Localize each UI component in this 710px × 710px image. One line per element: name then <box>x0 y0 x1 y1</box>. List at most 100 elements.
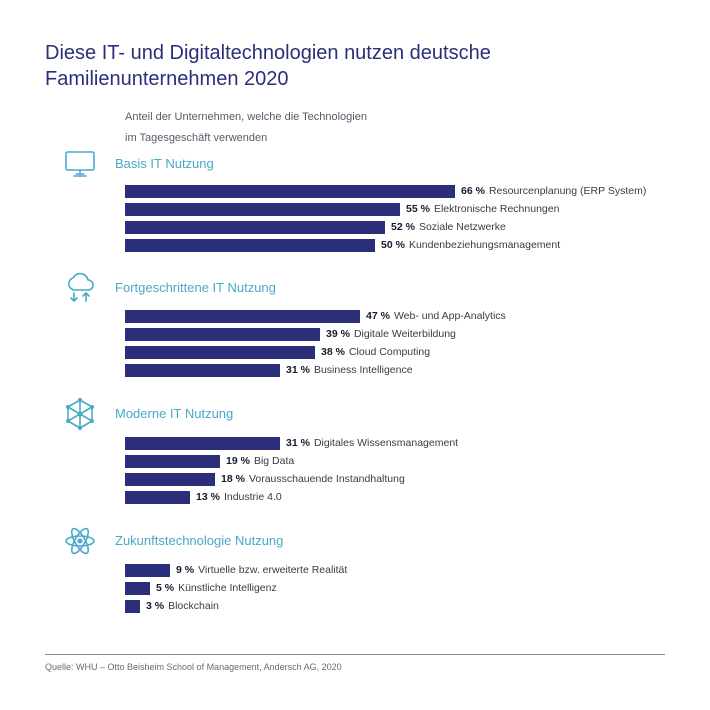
atom-icon <box>45 523 115 559</box>
group-header: Moderne IT Nutzung <box>45 396 665 432</box>
bar-row: 19 % Big Data <box>125 454 665 469</box>
bar-text: Digitale Weiterbildung <box>354 328 456 340</box>
bar-text: Business Intelligence <box>314 364 413 376</box>
bar <box>125 185 455 198</box>
group-header: Zukunftstechnologie Nutzung <box>45 523 665 559</box>
bar-percent: 19 % <box>226 455 250 467</box>
bar-row: 55 % Elektronische Rechnungen <box>125 202 665 217</box>
bar <box>125 310 360 323</box>
bar-label: 39 % Digitale Weiterbildung <box>326 328 456 340</box>
bar-row: 66 % Resourcenplanung (ERP System) <box>125 184 665 199</box>
bar-percent: 66 % <box>461 185 485 197</box>
bar <box>125 600 140 613</box>
bar-text: Big Data <box>254 455 294 467</box>
bar <box>125 564 170 577</box>
bar-label: 47 % Web- und App-Analytics <box>366 310 506 322</box>
bar-percent: 3 % <box>146 600 164 612</box>
bar-percent: 31 % <box>286 437 310 449</box>
bar-list: 31 % Digitales Wissensmanagement 19 % Big D… <box>125 436 665 505</box>
bar-chart: Basis IT Nutzung 66 % Resourcenplanung (ER… <box>45 148 665 614</box>
bar-percent: 50 % <box>381 239 405 251</box>
bar-text: Blockchain <box>168 600 219 612</box>
bar-text: Soziale Netzwerke <box>419 221 506 233</box>
bar-row: 18 % Vorausschauende Instandhaltung <box>125 472 665 487</box>
network-icon <box>45 396 115 432</box>
bar-percent: 31 % <box>286 364 310 376</box>
bar <box>125 346 315 359</box>
bar-row: 47 % Web- und App-Analytics <box>125 309 665 324</box>
bar-text: Cloud Computing <box>349 346 430 358</box>
bar-label: 38 % Cloud Computing <box>321 346 430 358</box>
chart-subtitle-line1: Anteil der Unternehmen, welche die Techn… <box>125 110 665 125</box>
bar <box>125 582 150 595</box>
bar-text: Industrie 4.0 <box>224 491 282 503</box>
bar <box>125 473 215 486</box>
group-header: Basis IT Nutzung <box>45 148 665 180</box>
bar <box>125 239 375 252</box>
source-text: Quelle: WHU – Otto Beisheim School of Ma… <box>45 662 342 672</box>
bar-label: 3 % Blockchain <box>146 600 219 612</box>
group-title: Moderne IT Nutzung <box>115 406 233 421</box>
bar-text: Virtuelle bzw. erweiterte Realität <box>198 564 347 576</box>
chart-title: Diese IT- und Digitaltechnologien nutzen… <box>45 40 665 92</box>
chart-group: Moderne IT Nutzung 31 % Digitales Wissensm… <box>45 396 665 505</box>
bar-row: 31 % Digitales Wissensmanagement <box>125 436 665 451</box>
chart-group: Basis IT Nutzung 66 % Resourcenplanung (ER… <box>45 148 665 253</box>
bar-row: 50 % Kundenbeziehungsmanagement <box>125 238 665 253</box>
chart-subtitle-line2: im Tagesgeschäft verwenden <box>125 131 665 146</box>
bar-label: 55 % Elektronische Rechnungen <box>406 203 559 215</box>
bar <box>125 364 280 377</box>
group-title: Basis IT Nutzung <box>115 156 214 171</box>
bar-label: 52 % Soziale Netzwerke <box>391 221 506 233</box>
bar-percent: 52 % <box>391 221 415 233</box>
bar-row: 52 % Soziale Netzwerke <box>125 220 665 235</box>
bar-row: 38 % Cloud Computing <box>125 345 665 360</box>
bar-row: 13 % Industrie 4.0 <box>125 490 665 505</box>
group-title: Zukunftstechnologie Nutzung <box>115 533 283 548</box>
footer-divider <box>45 654 665 655</box>
bar-percent: 9 % <box>176 564 194 576</box>
bar-list: 47 % Web- und App-Analytics 39 % Digitale W… <box>125 309 665 378</box>
bar-percent: 39 % <box>326 328 350 340</box>
bar <box>125 437 280 450</box>
bar-text: Digitales Wissensmanagement <box>314 437 458 449</box>
group-title: Fortgeschrittene IT Nutzung <box>115 280 276 295</box>
bar-label: 31 % Digitales Wissensmanagement <box>286 437 458 449</box>
group-header: Fortgeschrittene IT Nutzung <box>45 271 665 305</box>
bar-label: 18 % Vorausschauende Instandhaltung <box>221 473 405 485</box>
bar <box>125 203 400 216</box>
bar-row: 9 % Virtuelle bzw. erweiterte Realität <box>125 563 665 578</box>
cloud-icon <box>45 271 115 305</box>
bar-label: 9 % Virtuelle bzw. erweiterte Realität <box>176 564 347 576</box>
chart-group: Fortgeschrittene IT Nutzung 47 % Web- und … <box>45 271 665 378</box>
bar <box>125 328 320 341</box>
bar-percent: 47 % <box>366 310 390 322</box>
chart-group: Zukunftstechnologie Nutzung 9 % Virtuelle … <box>45 523 665 614</box>
bar-text: Vorausschauende Instandhaltung <box>249 473 405 485</box>
bar-percent: 18 % <box>221 473 245 485</box>
bar-row: 5 % Künstliche Intelligenz <box>125 581 665 596</box>
bar-percent: 38 % <box>321 346 345 358</box>
bar-percent: 5 % <box>156 582 174 594</box>
monitor-icon <box>45 148 115 180</box>
bar-row: 3 % Blockchain <box>125 599 665 614</box>
bar-text: Kundenbeziehungsmanagement <box>409 239 560 251</box>
bar-label: 50 % Kundenbeziehungsmanagement <box>381 239 560 251</box>
bar-label: 31 % Business Intelligence <box>286 364 413 376</box>
bar-label: 5 % Künstliche Intelligenz <box>156 582 277 594</box>
bar-row: 39 % Digitale Weiterbildung <box>125 327 665 342</box>
bar-percent: 13 % <box>196 491 220 503</box>
bar-text: Elektronische Rechnungen <box>434 203 560 215</box>
bar <box>125 221 385 234</box>
bar <box>125 455 220 468</box>
bar-list: 66 % Resourcenplanung (ERP System) 55 % Ele… <box>125 184 665 253</box>
bar-text: Web- und App-Analytics <box>394 310 506 322</box>
bar-percent: 55 % <box>406 203 430 215</box>
bar-row: 31 % Business Intelligence <box>125 363 665 378</box>
bar-text: Resourcenplanung (ERP System) <box>489 185 646 197</box>
bar-list: 9 % Virtuelle bzw. erweiterte Realität 5 %… <box>125 563 665 614</box>
bar-text: Künstliche Intelligenz <box>178 582 277 594</box>
bar <box>125 491 190 504</box>
bar-label: 19 % Big Data <box>226 455 294 467</box>
bar-label: 13 % Industrie 4.0 <box>196 491 282 503</box>
